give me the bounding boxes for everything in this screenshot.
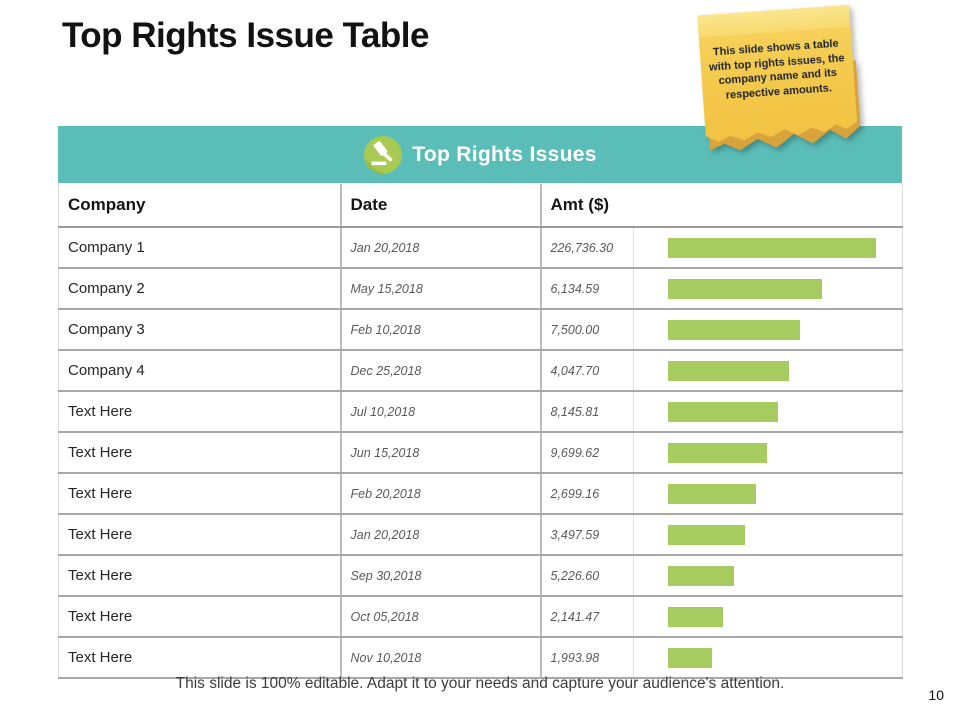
table-header-row: Company Date Amt ($) xyxy=(58,184,903,228)
sticky-note-fold xyxy=(697,5,850,38)
date-cell: Feb 10,2018 xyxy=(339,309,541,351)
banner-title: Top Rights Issues xyxy=(412,142,597,166)
date-cell: Nov 10,2018 xyxy=(339,637,541,679)
amount-cell: 2,699.16 xyxy=(539,473,634,515)
table-row: Text Here Sep 30,2018 5,226.60 xyxy=(58,555,903,597)
footer-note: This slide is 100% editable. Adapt it to… xyxy=(175,675,785,692)
amount-cell: 1,993.98 xyxy=(539,637,634,679)
table-row: Company 2 May 15,2018 6,134.59 xyxy=(58,268,903,310)
table-row: Text Here Nov 10,2018 1,993.98 xyxy=(58,637,903,679)
amount-bar xyxy=(668,442,767,463)
amount-bar xyxy=(668,319,800,340)
amount-bar xyxy=(668,237,876,258)
gavel-icon xyxy=(364,135,403,175)
table-row: Company 1 Jan 20,2018 226,736.30 xyxy=(58,227,903,269)
company-cell: Text Here xyxy=(58,514,341,556)
amount-bar xyxy=(668,647,712,668)
table-row: Text Here Oct 05,2018 2,141.47 xyxy=(58,596,903,638)
date-cell: Oct 05,2018 xyxy=(339,596,541,638)
amount-cell: 226,736.30 xyxy=(539,227,634,269)
amount-cell: 5,226.60 xyxy=(539,555,634,597)
company-cell: Text Here xyxy=(58,596,341,638)
amount-bar-cell xyxy=(633,391,903,433)
table-row: Text Here Jul 10,2018 8,145.81 xyxy=(58,391,903,433)
amount-cell: 8,145.81 xyxy=(539,391,634,433)
amount-cell: 2,141.47 xyxy=(539,596,634,638)
company-cell: Text Here xyxy=(58,473,341,515)
page-title: Top Rights Issue Table xyxy=(62,16,429,55)
company-cell: Company 1 xyxy=(58,227,341,269)
table-row: Text Here Jan 20,2018 3,497.59 xyxy=(58,514,903,556)
amount-bar xyxy=(668,278,822,299)
date-cell: Jun 15,2018 xyxy=(339,432,541,474)
date-cell: Jul 10,2018 xyxy=(339,391,541,433)
column-header-company: Company xyxy=(58,184,341,228)
amount-bar-cell xyxy=(633,637,903,679)
amount-bar-cell xyxy=(633,309,903,351)
amount-cell: 7,500.00 xyxy=(539,309,634,351)
amount-bar-cell xyxy=(633,555,903,597)
date-cell: Dec 25,2018 xyxy=(339,350,541,392)
amount-bar-cell xyxy=(633,596,903,638)
table-row: Company 4 Dec 25,2018 4,047.70 xyxy=(58,350,903,392)
company-cell: Text Here xyxy=(58,391,341,433)
amount-bar xyxy=(668,565,734,586)
amount-cell: 9,699.62 xyxy=(539,432,634,474)
company-cell: Text Here xyxy=(58,432,341,474)
column-header-date: Date xyxy=(339,184,541,228)
table-row: Text Here Jun 15,2018 9,699.62 xyxy=(58,432,903,474)
amount-bar xyxy=(668,483,756,504)
amount-bar-cell xyxy=(633,227,903,269)
company-cell: Company 3 xyxy=(58,309,341,351)
amount-cell: 4,047.70 xyxy=(539,350,634,392)
amount-bar-cell xyxy=(633,514,903,556)
date-cell: Jan 20,2018 xyxy=(339,227,541,269)
sticky-note: This slide shows a table with top rights… xyxy=(697,5,858,155)
rights-issue-table: Company Date Amt ($) Company 1 Jan 20,20… xyxy=(58,184,903,679)
company-cell: Company 4 xyxy=(58,350,341,392)
amount-bar xyxy=(668,401,778,422)
date-cell: Jan 20,2018 xyxy=(339,514,541,556)
table-row: Company 3 Feb 10,2018 7,500.00 xyxy=(58,309,903,351)
amount-bar xyxy=(668,360,789,381)
amount-bar xyxy=(668,524,745,545)
amount-bar-cell xyxy=(633,473,903,515)
column-header-amount: Amt ($) xyxy=(539,184,903,228)
amount-cell: 6,134.59 xyxy=(539,268,634,310)
company-cell: Text Here xyxy=(58,555,341,597)
amount-bar-cell xyxy=(633,268,903,310)
company-cell: Text Here xyxy=(58,637,341,679)
amount-cell: 3,497.59 xyxy=(539,514,634,556)
sticky-note-text: This slide shows a table with top rights… xyxy=(708,37,845,102)
table-row: Text Here Feb 20,2018 2,699.16 xyxy=(58,473,903,515)
amount-bar-cell xyxy=(633,432,903,474)
amount-bar xyxy=(668,606,723,627)
date-cell: Sep 30,2018 xyxy=(339,555,541,597)
date-cell: Feb 20,2018 xyxy=(339,473,541,515)
page-number: 10 xyxy=(928,687,944,703)
company-cell: Company 2 xyxy=(58,268,341,310)
amount-bar-cell xyxy=(633,350,903,392)
date-cell: May 15,2018 xyxy=(339,268,541,310)
